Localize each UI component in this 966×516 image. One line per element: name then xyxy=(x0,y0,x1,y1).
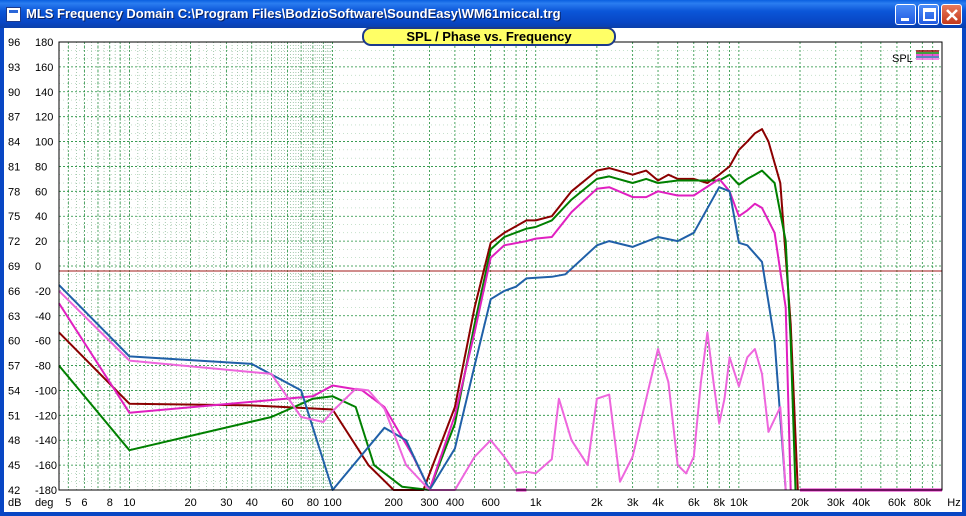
y-left-tick-label: 42 xyxy=(8,485,20,497)
y-left-tick-label: 81 xyxy=(8,161,20,173)
x-tick-label: 20 xyxy=(184,497,196,509)
x-tick-label: 8 xyxy=(107,497,113,509)
y-left-tick-label: 51 xyxy=(8,410,20,422)
x-tick-label: 30k xyxy=(827,497,845,509)
y-right-tick-label: -140 xyxy=(35,435,57,447)
y-left-tick-label: 57 xyxy=(8,361,20,373)
y-left-tick-label: 48 xyxy=(8,435,20,447)
x-tick-label: 200 xyxy=(385,497,403,509)
y-left-tick-label: 75 xyxy=(8,211,20,223)
maximize-icon xyxy=(923,8,936,21)
x-tick-label: 40k xyxy=(852,497,870,509)
x-tick-label: 10 xyxy=(123,497,135,509)
y-right-tick-label: -60 xyxy=(35,336,51,348)
y-right-tick-label: 160 xyxy=(35,62,53,74)
y-right-tick-label: -120 xyxy=(35,410,57,422)
y-left-tick-label: 63 xyxy=(8,311,20,323)
x-tick-label: 6k xyxy=(688,497,700,509)
x-tick-label: 600 xyxy=(481,497,499,509)
y-right-tick-label: 120 xyxy=(35,112,53,124)
y-right-tick-label: 140 xyxy=(35,87,53,99)
y-left-tick-label: 93 xyxy=(8,62,20,74)
x-tick-label: 2k xyxy=(591,497,603,509)
y-right-tick-label: -180 xyxy=(35,485,57,497)
y-right-tick-label: -160 xyxy=(35,460,57,472)
y-right-unit-label: deg xyxy=(35,497,53,509)
y-left-tick-label: 96 xyxy=(8,37,20,49)
x-tick-label: 40 xyxy=(246,497,258,509)
y-right-tick-label: 60 xyxy=(35,186,47,198)
y-right-tick-label: 80 xyxy=(35,161,47,173)
close-icon xyxy=(946,9,958,21)
close-button[interactable] xyxy=(941,4,962,25)
y-right-tick-label: -40 xyxy=(35,311,51,323)
series-line-4 xyxy=(58,186,787,491)
plot-frame: 96 180 93 160 90 140 87 120 84 100 81 80 78 60 75 40 72 2… xyxy=(0,28,966,516)
y-left-tick-label: 54 xyxy=(8,385,20,397)
x-tick-label: 3k xyxy=(627,497,639,509)
minimize-button[interactable] xyxy=(895,4,916,25)
x-tick-label: 1k xyxy=(530,497,542,509)
y-left-tick-label: 60 xyxy=(8,336,20,348)
x-tick-label: 30 xyxy=(220,497,232,509)
x-tick-label: 60k xyxy=(888,497,906,509)
x-tick-label: 300 xyxy=(420,497,438,509)
window-title: MLS Frequency Domain C:\Program Files\Bo… xyxy=(26,6,561,21)
y-right-tick-label: 40 xyxy=(35,211,47,223)
y-left-tick-label: 78 xyxy=(8,186,20,198)
y-right-tick-label: 180 xyxy=(35,37,53,49)
title-bar[interactable]: MLS Frequency Domain C:\Program Files\Bo… xyxy=(0,0,966,28)
series-line-3 xyxy=(58,177,792,491)
y-left-tick-label: 69 xyxy=(8,261,20,273)
x-tick-label: 20k xyxy=(791,497,809,509)
series-line-2 xyxy=(58,169,797,491)
x-tick-label: 6 xyxy=(81,497,87,509)
x-tick-label: 8k xyxy=(713,497,725,509)
app-icon xyxy=(6,7,21,22)
x-tick-label: 60 xyxy=(281,497,293,509)
maximize-button[interactable] xyxy=(918,4,939,25)
series-line-5 xyxy=(58,290,787,491)
x-tick-label: 4k xyxy=(652,497,664,509)
chart-title: SPL / Phase vs. Frequency xyxy=(362,27,616,46)
y-right-tick-label: 100 xyxy=(35,137,53,149)
x-tick-label: 100 xyxy=(323,497,341,509)
y-left-tick-label: 87 xyxy=(8,112,20,124)
y-right-tick-label: -80 xyxy=(35,361,51,373)
y-left-unit-label: dB xyxy=(8,497,21,509)
y-right-tick-label: 20 xyxy=(35,236,47,248)
x-tick-label: 80k xyxy=(913,497,931,509)
x-unit-label: Hz xyxy=(947,497,960,509)
x-tick-label: 5 xyxy=(65,497,71,509)
y-right-tick-label: 0 xyxy=(35,261,41,273)
x-tick-label: 80 xyxy=(307,497,319,509)
y-right-tick-label: -100 xyxy=(35,385,57,397)
y-left-tick-label: 45 xyxy=(8,460,20,472)
x-tick-label: 400 xyxy=(446,497,464,509)
minimize-icon xyxy=(901,18,909,21)
legend-label: SPL xyxy=(892,53,913,65)
y-left-tick-label: 72 xyxy=(8,236,20,248)
x-tick-label: 10k xyxy=(730,497,748,509)
y-right-tick-label: -20 xyxy=(35,286,51,298)
y-left-tick-label: 90 xyxy=(8,87,20,99)
y-left-tick-label: 66 xyxy=(8,286,20,298)
y-left-tick-label: 84 xyxy=(8,137,20,149)
